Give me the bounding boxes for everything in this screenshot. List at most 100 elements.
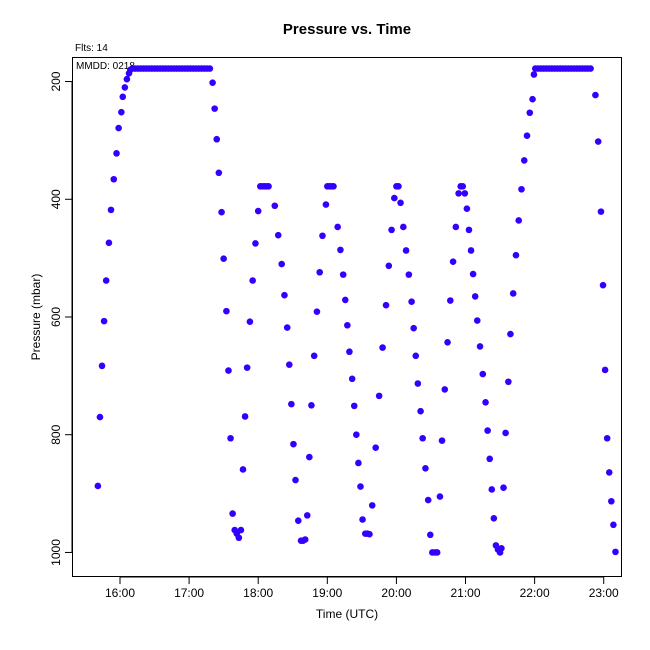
- data-point: [215, 169, 223, 177]
- data-point: [301, 536, 309, 543]
- data-point: [405, 271, 413, 278]
- data-point: [605, 469, 613, 476]
- data-point: [265, 183, 272, 190]
- data-point: [353, 431, 360, 439]
- data-point: [518, 185, 525, 193]
- data-point: [488, 486, 496, 493]
- data-point: [433, 549, 441, 556]
- data-point: [507, 330, 514, 338]
- data-point: [426, 531, 434, 539]
- data-point: [520, 157, 528, 164]
- y-tick-label: 800: [49, 424, 63, 444]
- data-point: [455, 190, 462, 197]
- data-point: [612, 548, 619, 556]
- data-point: [341, 296, 349, 304]
- y-tick-label: 200: [49, 71, 63, 91]
- data-point: [603, 434, 611, 442]
- data-point: [339, 271, 347, 278]
- data-point: [225, 367, 232, 374]
- data-point: [249, 277, 256, 284]
- data-point: [243, 364, 251, 371]
- data-point: [410, 324, 417, 332]
- data-point: [211, 105, 218, 112]
- data-point: [408, 298, 415, 305]
- y-tick-label: 600: [49, 307, 63, 327]
- data-point: [587, 65, 594, 72]
- data-point: [206, 65, 214, 72]
- data-point: [229, 510, 236, 517]
- data-point: [465, 226, 473, 234]
- data-point: [597, 208, 605, 215]
- data-point: [509, 290, 517, 297]
- data-point: [379, 344, 386, 351]
- data-point: [400, 223, 407, 231]
- data-point: [523, 132, 531, 139]
- data-point: [241, 413, 249, 420]
- data-point: [274, 231, 282, 239]
- y-tick-label: 400: [49, 189, 63, 209]
- data-point: [294, 517, 302, 524]
- data-point: [306, 453, 313, 461]
- data-point: [447, 297, 454, 304]
- data-point: [452, 223, 460, 231]
- data-point: [285, 361, 293, 368]
- date-annotation: MMDD: 0218: [76, 61, 135, 72]
- data-point: [498, 545, 505, 552]
- data-point: [319, 232, 326, 240]
- data-point: [469, 270, 477, 278]
- data-point: [529, 95, 536, 103]
- data-point: [419, 434, 426, 442]
- x-tick-label: 18:00: [243, 586, 273, 600]
- data-point: [310, 352, 318, 360]
- data-point: [254, 207, 262, 215]
- data-point: [107, 206, 115, 214]
- data-point: [424, 496, 432, 504]
- data-point: [209, 79, 216, 87]
- data-point: [237, 526, 245, 534]
- data-point: [96, 413, 104, 421]
- x-tick-label: 23:00: [589, 586, 619, 600]
- data-point: [303, 512, 311, 519]
- data-point: [316, 268, 324, 276]
- data-point: [599, 281, 607, 289]
- data-point: [368, 502, 376, 509]
- data-point: [344, 321, 351, 329]
- x-axis: 16:00 17:00 18:00 19:00 20:00 21:00 22:00 23:00: [105, 576, 619, 600]
- data-point: [113, 150, 120, 157]
- data-point: [482, 399, 489, 406]
- data-point: [283, 324, 291, 331]
- data-point: [213, 135, 221, 143]
- data-point: [359, 516, 366, 523]
- data-point: [227, 434, 234, 442]
- data-point: [512, 251, 520, 259]
- x-tick-label: 22:00: [520, 586, 550, 600]
- data-point: [471, 293, 479, 300]
- data-point: [292, 476, 299, 484]
- data-point: [290, 440, 297, 448]
- data-point: [502, 429, 509, 437]
- data-point: [220, 255, 227, 263]
- data-point: [441, 386, 449, 393]
- data-point: [526, 109, 534, 117]
- x-tick-label: 19:00: [312, 586, 342, 600]
- data-point: [449, 258, 457, 265]
- data-point: [467, 247, 475, 254]
- data-point: [94, 482, 102, 490]
- data-point: [422, 464, 429, 472]
- data-point: [388, 226, 395, 234]
- x-tick-label: 20:00: [381, 586, 411, 600]
- data-point: [100, 317, 108, 325]
- data-point: [382, 301, 390, 309]
- data-point: [463, 205, 471, 212]
- x-tick-label: 21:00: [450, 586, 480, 600]
- data-point: [608, 497, 615, 505]
- data-point: [308, 401, 315, 409]
- data-point: [372, 444, 379, 451]
- data-point: [385, 262, 393, 270]
- data-point: [417, 407, 424, 415]
- data-point: [235, 534, 243, 542]
- data-point: [444, 339, 451, 346]
- data-point: [500, 484, 507, 492]
